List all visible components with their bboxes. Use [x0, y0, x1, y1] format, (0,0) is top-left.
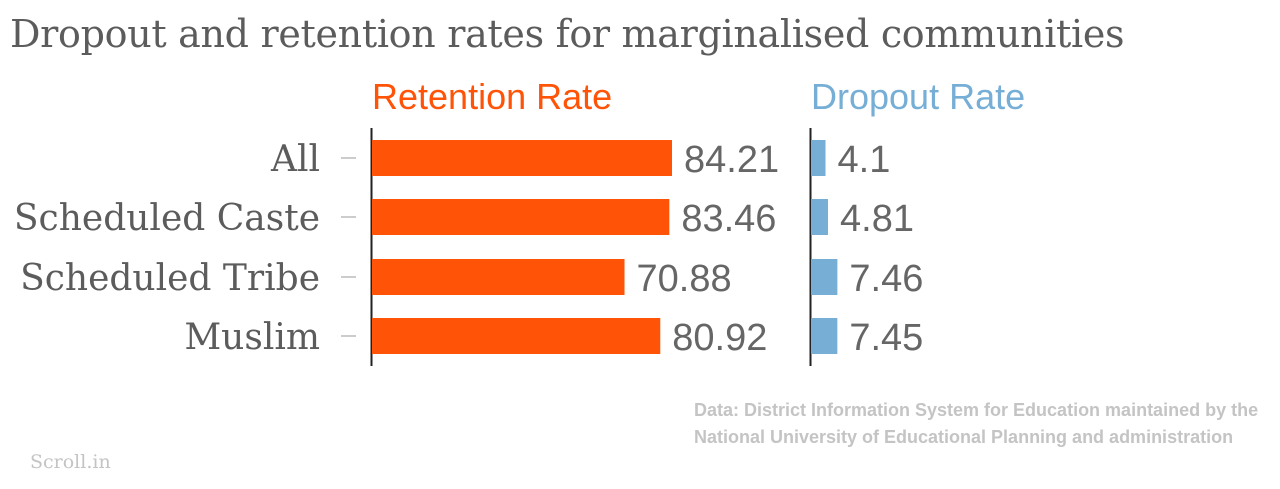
retention-bar	[372, 140, 672, 176]
retention-bar	[372, 199, 670, 235]
category-label: Scheduled Tribe	[20, 258, 320, 299]
retention-value-label: 70.88	[637, 258, 732, 300]
dropout-bar	[811, 140, 826, 176]
category-label: Muslim	[184, 317, 320, 358]
category-label: All	[270, 139, 320, 180]
dropout-panel-title: Dropout Rate	[811, 76, 1026, 117]
dropout-value-label: 4.81	[840, 198, 914, 240]
dropout-value-label: 7.46	[849, 258, 923, 300]
retention-value-label: 80.92	[672, 317, 767, 359]
retention-bar	[372, 259, 625, 295]
source-note: Data: District Information System for Ed…	[694, 400, 1259, 447]
brand-logo: Scroll.in	[30, 451, 111, 473]
category-label: Scheduled Caste	[14, 198, 320, 239]
retention-bar	[372, 318, 661, 354]
dropout-bar	[811, 199, 829, 235]
dropout-value-label: 4.1	[838, 139, 891, 181]
dropout-value-label: 7.45	[849, 317, 923, 359]
dropout-bar	[811, 259, 838, 295]
chart-title: Dropout and retention rates for marginal…	[10, 12, 1125, 56]
dropout-bar	[811, 318, 838, 354]
retention-value-label: 83.46	[681, 198, 776, 240]
retention-value-label: 84.21	[684, 139, 779, 181]
retention-panel-title: Retention Rate	[372, 76, 613, 117]
